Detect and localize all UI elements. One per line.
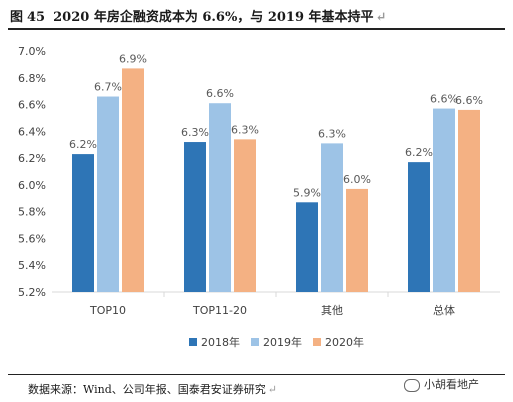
bar-2018年-TOP10 <box>72 154 94 292</box>
bar-2020年-总体 <box>458 109 480 293</box>
figure-title-text: 2020 年房企融资成本为 6.6%，与 2019 年基本持平 <box>53 10 374 25</box>
wechat-icon <box>404 378 420 392</box>
bar-2018年-其他 <box>296 202 318 292</box>
bar-2019年-总体 <box>433 108 455 292</box>
watermark-text: 小胡看地产 <box>424 378 479 391</box>
y-tick-label: 5.2% <box>18 286 46 299</box>
bar-2019年-其他 <box>321 143 343 292</box>
y-tick-label: 6.4% <box>18 125 46 138</box>
watermark: 小胡看地产 <box>404 376 479 392</box>
legend-label: 2019年 <box>263 335 302 349</box>
y-tick-label: 5.4% <box>18 259 46 272</box>
x-category-label: TOP11-20 <box>192 304 247 317</box>
x-category-label: TOP10 <box>89 304 126 317</box>
y-tick-label: 6.6% <box>18 99 46 112</box>
x-category-label: 其他 <box>321 304 343 317</box>
data-label: 6.6% <box>455 94 483 107</box>
data-label: 6.7% <box>94 81 122 94</box>
x-category-label: 总体 <box>433 303 455 317</box>
source-edit-mark: ↵ <box>267 383 277 396</box>
source-note: 数据来源：Wind、公司年报、国泰君安证券研究 ↵ <box>28 381 277 397</box>
bar-2020年-TOP10 <box>122 68 144 293</box>
figure-number: 45 <box>27 10 46 25</box>
data-label: 6.2% <box>405 146 433 159</box>
source-text: 数据来源：Wind、公司年报、国泰君安证券研究 <box>28 383 266 396</box>
y-tick-label: 5.6% <box>18 232 46 245</box>
bar-2018年-TOP11-20 <box>184 142 206 292</box>
legend-label: 2020年 <box>325 335 364 349</box>
data-label: 6.6% <box>430 93 458 106</box>
data-label: 6.9% <box>119 52 147 65</box>
figure-title: 图 45 2020 年房企融资成本为 6.6%，与 2019 年基本持平 ↵ <box>10 6 505 28</box>
bar-2020年-TOP11-20 <box>234 139 256 292</box>
y-tick-label: 5.8% <box>18 206 46 219</box>
data-label: 5.9% <box>293 186 321 199</box>
figure-label: 图 <box>10 10 24 25</box>
y-tick-label: 7.0% <box>18 45 46 58</box>
data-label: 6.3% <box>318 127 346 140</box>
bar-2019年-TOP11-20 <box>209 103 231 292</box>
legend-swatch <box>313 338 321 346</box>
edit-mark: ↵ <box>375 10 387 25</box>
legend-swatch <box>189 338 197 346</box>
source-divider <box>8 374 505 375</box>
legend-label: 2018年 <box>201 335 240 349</box>
y-tick-label: 6.0% <box>18 179 46 192</box>
data-label: 6.3% <box>231 123 259 136</box>
bar-2018年-总体 <box>408 162 430 292</box>
data-label: 6.6% <box>206 87 234 100</box>
bar-2020年-其他 <box>346 188 368 292</box>
data-label: 6.2% <box>69 138 97 151</box>
bar-2019年-TOP10 <box>97 96 119 293</box>
data-label: 6.0% <box>343 173 371 186</box>
y-tick-label: 6.2% <box>18 152 46 165</box>
title-divider <box>8 28 505 30</box>
y-tick-label: 6.8% <box>18 72 46 85</box>
data-label: 6.3% <box>181 126 209 139</box>
legend-swatch <box>251 338 259 346</box>
